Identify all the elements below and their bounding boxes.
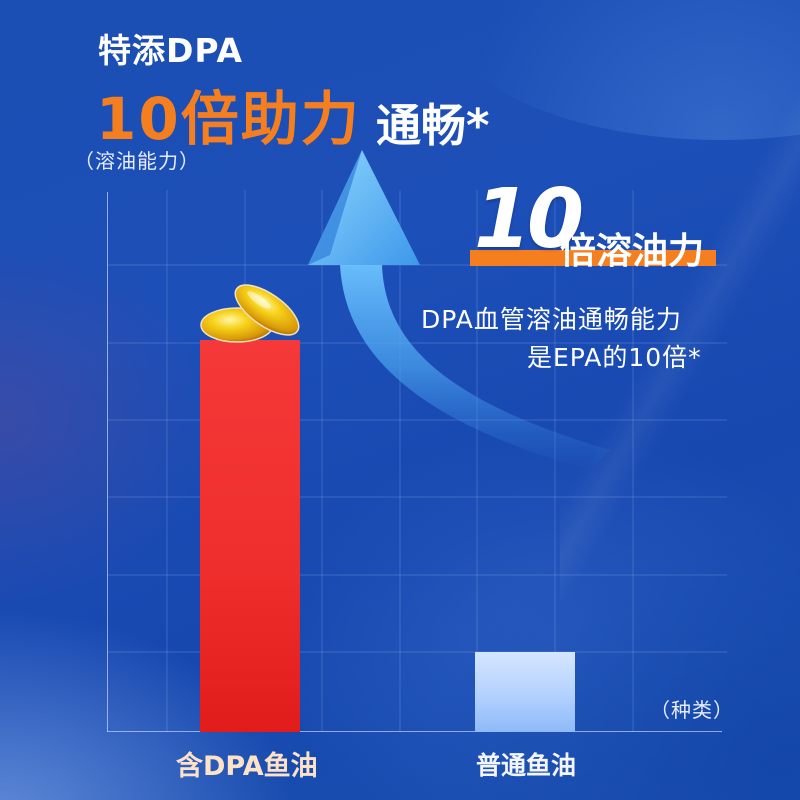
callout-underline (470, 250, 716, 266)
category-label-regular: 普通鱼油 (476, 751, 577, 780)
headline-highlight: 10倍助力 (96, 85, 361, 153)
y-axis-label: （溶油能力） (74, 149, 200, 173)
headline-rest: 通畅* (376, 99, 490, 152)
bar-regular-fish-oil (475, 652, 575, 732)
upward-curved-arrow-icon (308, 150, 610, 470)
callout-suffix: 倍溶油力 (560, 231, 705, 272)
headline-line1: 特添DPA (98, 31, 244, 70)
callout-description-line1: DPA血管溶油通畅能力 (421, 305, 682, 334)
callout-big-number: 10 (474, 172, 584, 267)
x-axis-label: （种类） (650, 698, 734, 722)
category-label-dpa: 含DPA鱼油 (176, 751, 318, 782)
callout-description-line2: 是EPA的10倍* (527, 343, 702, 372)
background-light-streak (560, 0, 800, 600)
bar-dpa-fish-oil (200, 340, 300, 732)
fish-oil-capsule-icon (200, 284, 300, 343)
